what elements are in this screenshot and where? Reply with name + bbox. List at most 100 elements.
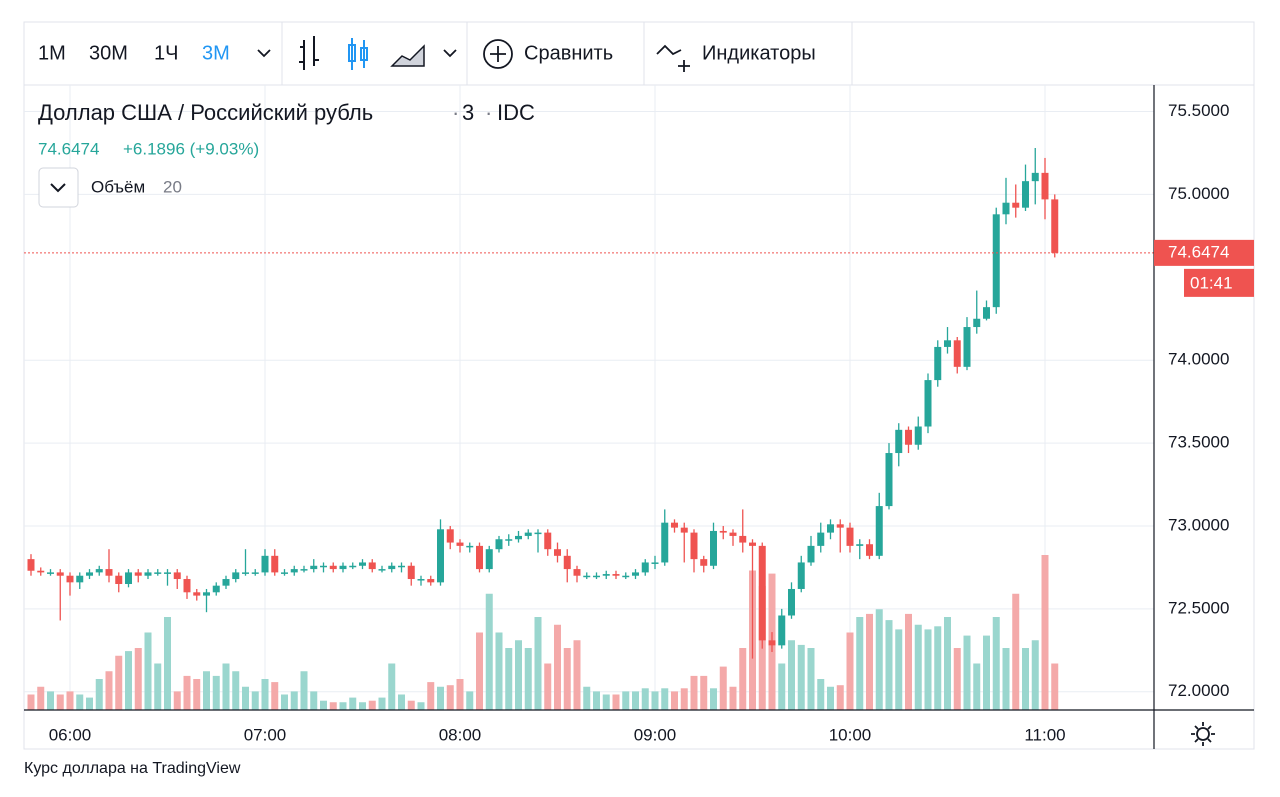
settings-icon[interactable] [1196,727,1210,741]
volume-bar [183,675,191,710]
volume-bar [456,679,464,710]
interval-button[interactable]: 3M [202,42,230,64]
volume-length: 20 [163,177,182,196]
dropdown-icon[interactable] [443,49,457,58]
candle-body [164,572,171,574]
volume-bar [125,651,132,710]
last-price-label: 74.6474 [1168,242,1229,261]
dropdown-icon[interactable] [257,49,271,58]
candle-body [593,575,600,578]
interval-button[interactable]: 1M [38,42,66,64]
interval-button[interactable]: 30M [89,42,128,64]
y-tick-label: 72.0000 [1168,681,1229,700]
candle-body [27,559,35,571]
volume-bar [632,691,639,710]
volume-bar [485,593,493,710]
candle-body [368,562,376,570]
candle-body [515,535,522,540]
volume-bar [115,655,123,710]
volume-bar [476,632,483,710]
candle-body [66,575,74,583]
candle-body [359,562,366,566]
volume-bar [27,694,35,710]
volume-bar [690,675,698,710]
volume-bar [992,617,1000,710]
volume-bar [144,632,152,710]
candle-body [992,214,1000,308]
candle-body [37,570,45,573]
indicators-button[interactable]: Индикаторы [702,42,816,64]
candle-body [144,572,152,576]
settings-icon[interactable] [1191,722,1215,746]
volume-bar [866,613,873,710]
candle-body [671,522,678,528]
candle-body [86,572,93,576]
indicators-icon[interactable] [656,44,690,72]
candle-body [56,572,64,576]
x-tick-label: 09:00 [634,725,677,744]
volume-bar [359,702,366,710]
candle-body [827,524,834,533]
volume-bar [671,691,678,710]
volume-bar [222,663,230,710]
countdown-tag [1184,268,1254,297]
volume-bar [563,648,571,710]
volume-bar [680,688,688,710]
compare-icon[interactable] [490,46,506,62]
x-tick-label: 07:00 [244,725,287,744]
volume-bar [212,675,220,710]
volume-bar [622,691,630,710]
volume-bar [1041,555,1049,710]
volume-bar [895,629,903,710]
candle-body [602,574,610,576]
compare-button[interactable]: Сравнить [524,42,613,64]
candle-body [203,592,210,596]
candle-body [788,588,795,616]
candle-body [446,529,454,543]
y-tick-label: 72.5000 [1168,598,1229,617]
countdown-label: 01:41 [1190,273,1233,292]
interval-button[interactable]: 1Ч [154,42,178,64]
volume-bar [232,671,240,710]
toolbar: 1M 30M 1Ч 3M Сравнить Индикаторы [38,22,853,85]
candle-body [271,555,279,573]
collapse-icon[interactable] [50,183,66,193]
candle-body [622,575,630,578]
volume-label: Объём [91,177,145,196]
price-change: +6.1896 (+9.03%) [123,139,259,158]
volume-bar [37,686,45,710]
volume-bar [544,663,552,710]
candle-body [973,318,981,328]
collapse-button[interactable] [38,167,79,208]
volume-bar [203,671,210,710]
candle-body [134,572,142,576]
candle-body [710,530,717,566]
axes: 06:00 07:00 08:00 09:00 10:00 11:00 72.0000 72.… [49,101,1254,744]
widget-frame [23,21,1255,750]
candles-icon[interactable] [348,38,368,70]
volume-bar [700,675,708,710]
volume-bar [827,686,834,710]
candle-body [797,562,805,589]
candle-body [349,565,357,568]
volume-bar [593,691,600,710]
candle-body [690,532,698,560]
candle-body [300,569,308,571]
volume-bar [86,697,93,710]
candle-body [398,565,405,568]
candle-body [47,572,54,574]
candle-body [632,572,639,576]
candle-body [895,429,903,454]
volume-bar [905,613,912,710]
volume-bar [875,609,883,710]
candle-body [281,572,288,574]
caption: Курс доллара на TradingView [24,760,241,777]
area-icon[interactable] [390,44,425,67]
bars-icon[interactable] [299,36,319,70]
volume-bar [310,691,318,710]
compare-icon[interactable] [483,39,513,69]
volume-bar [446,685,454,710]
volume-bar [846,632,854,710]
volume-bar [505,648,513,710]
